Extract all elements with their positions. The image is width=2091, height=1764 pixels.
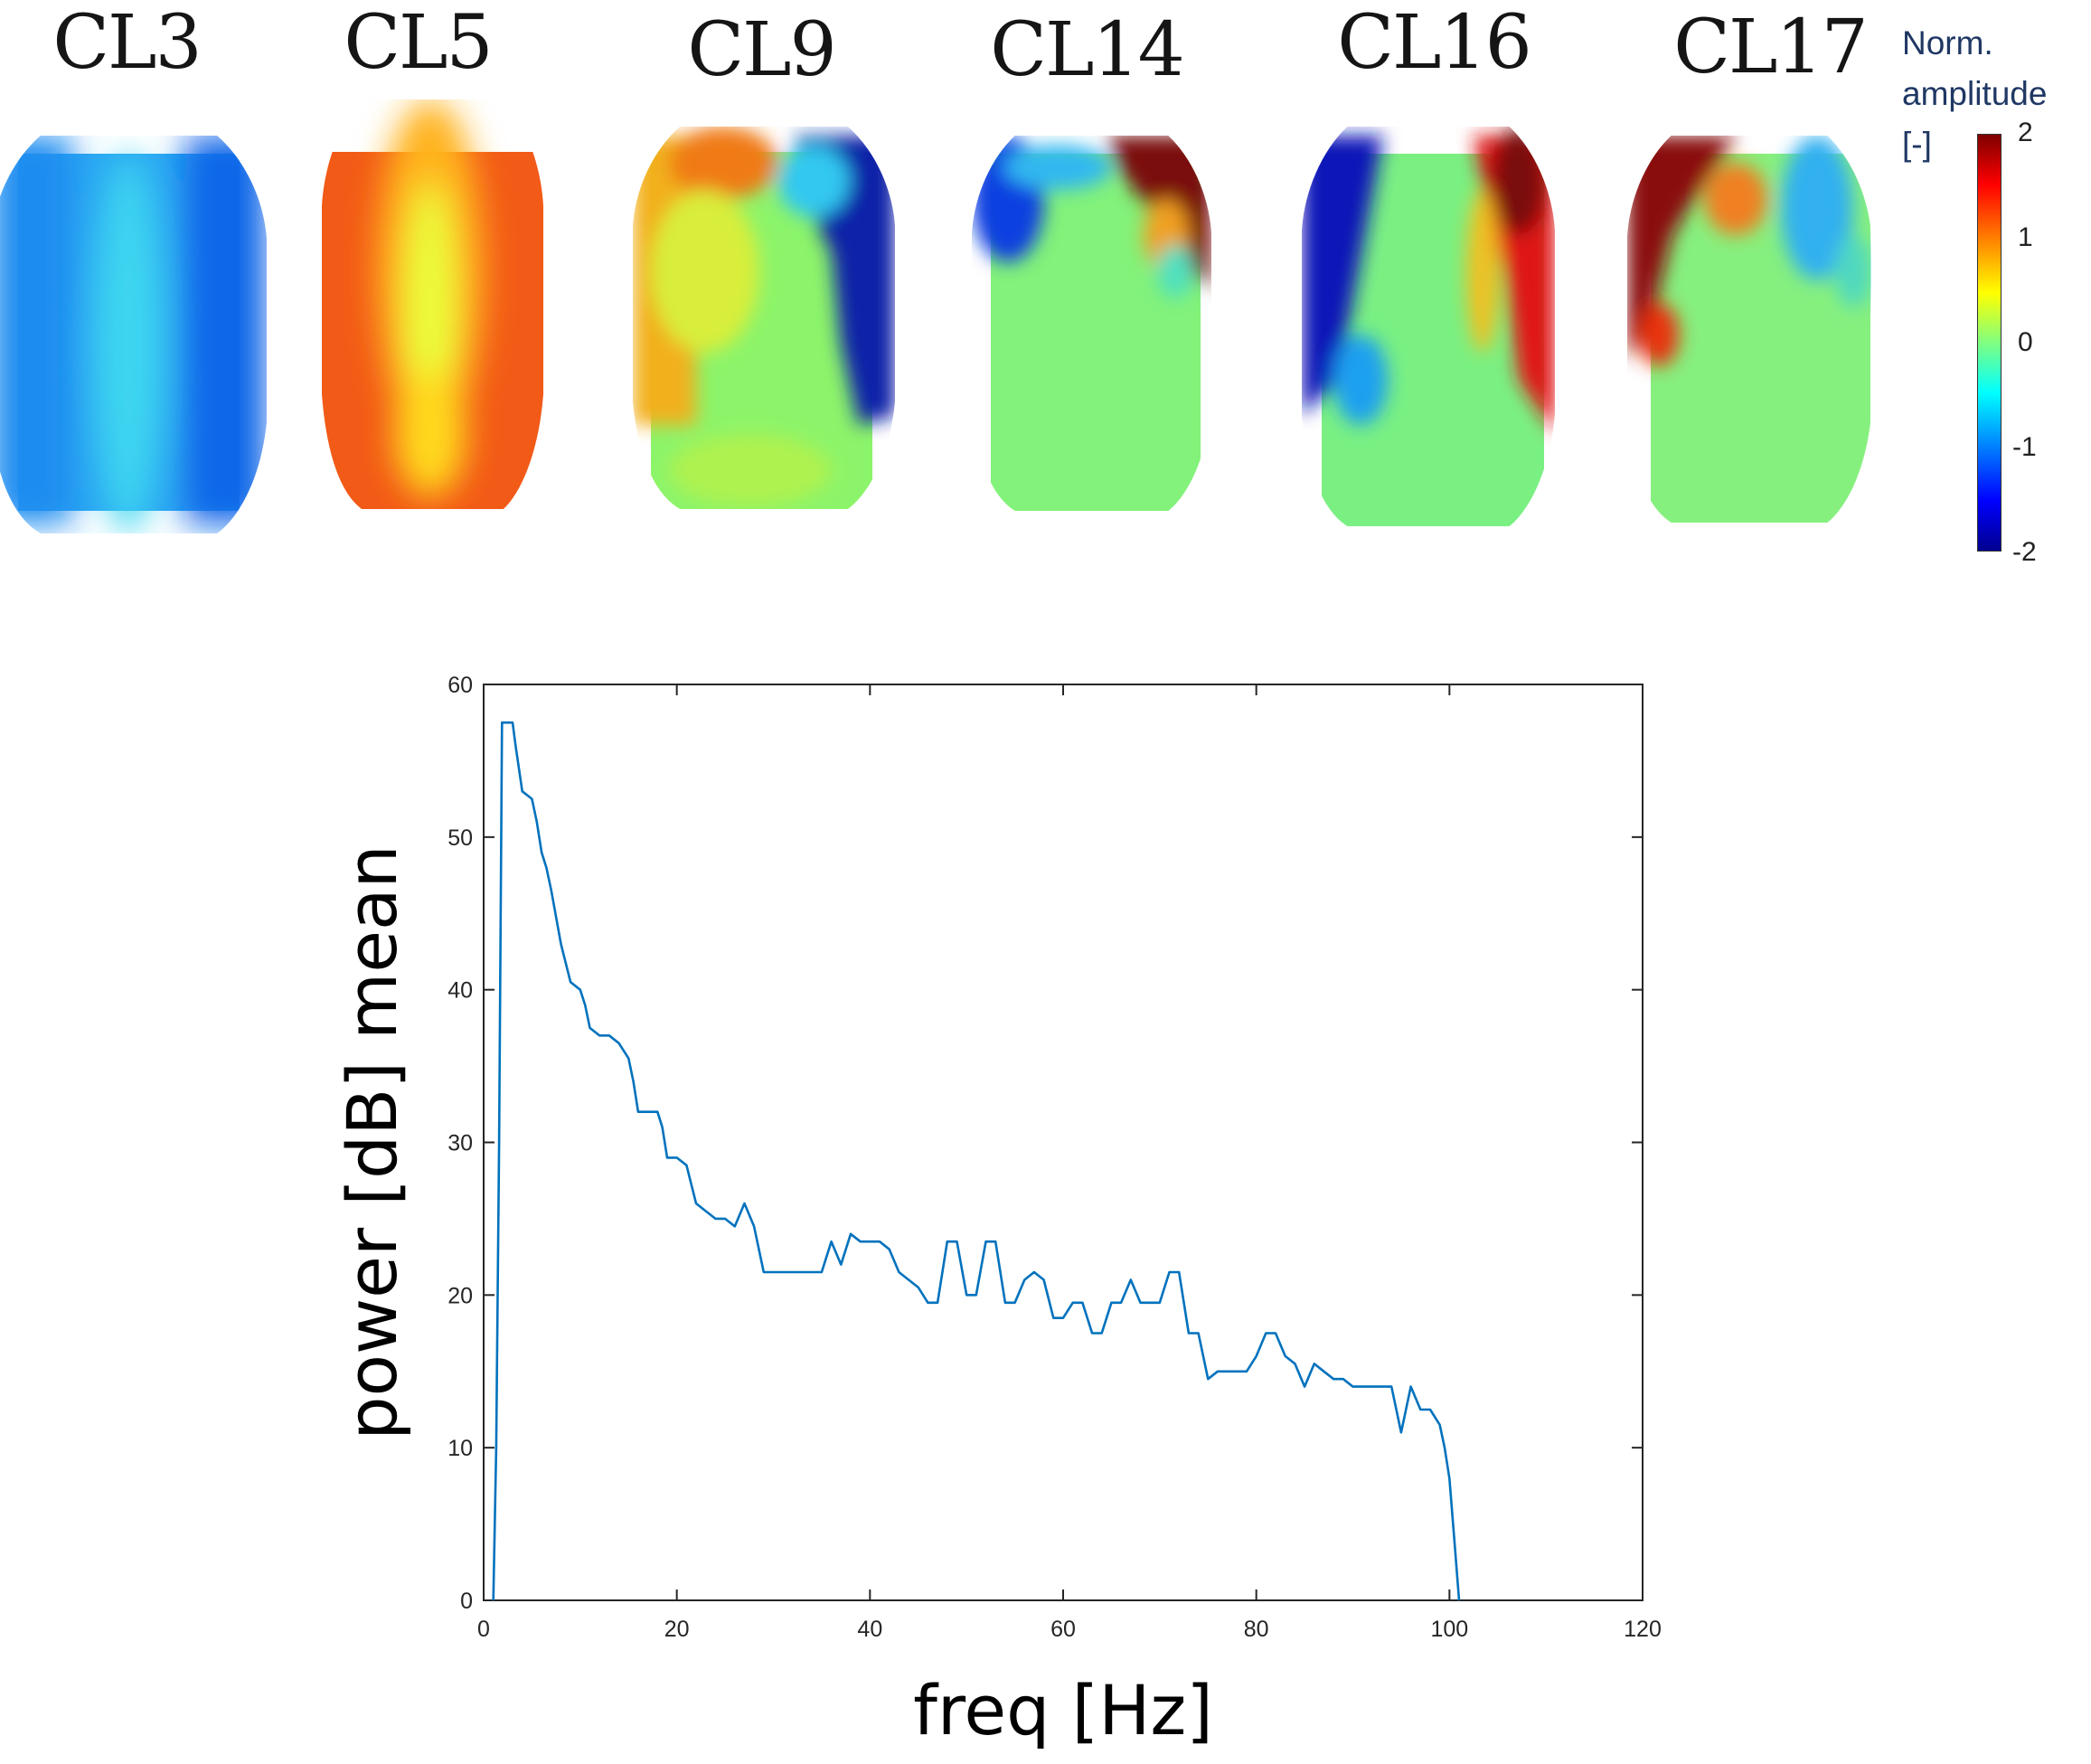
cluster-title-cl14: CL14 bbox=[990, 7, 1185, 93]
topomap-cl17 bbox=[1627, 136, 1871, 523]
colorbar-tick-1: 1 bbox=[2018, 222, 2033, 252]
y-tick-label: 0 bbox=[460, 1589, 473, 1614]
y-tick-label: 20 bbox=[447, 1283, 473, 1308]
y-tick-label: 60 bbox=[447, 673, 473, 698]
colorbar-tick-m1: -1 bbox=[2012, 432, 2037, 462]
topomap-cl16 bbox=[1302, 127, 1555, 526]
cluster-title-cl9: CL9 bbox=[687, 7, 836, 93]
x-axis-label: freq [Hz] bbox=[913, 1670, 1213, 1750]
colorbar-label-line1: Norm. bbox=[1902, 24, 1993, 61]
topomap-cl3 bbox=[0, 136, 267, 533]
y-tick-label: 30 bbox=[447, 1131, 473, 1156]
cluster-title-cl5: CL5 bbox=[344, 0, 493, 86]
y-tick-label: 50 bbox=[447, 825, 473, 851]
colorbar-label-line2: amplitude bbox=[1902, 75, 2048, 112]
x-tick-label: 120 bbox=[1624, 1617, 1662, 1642]
x-tick-label: 60 bbox=[1050, 1617, 1076, 1642]
y-tick-label: 10 bbox=[447, 1436, 473, 1461]
x-tick-label: 80 bbox=[1244, 1617, 1269, 1642]
topomap-cl14 bbox=[972, 136, 1211, 511]
y-tick-label: 40 bbox=[447, 978, 473, 1004]
x-tick-label: 0 bbox=[477, 1617, 490, 1642]
plot-area bbox=[483, 684, 1644, 1601]
cluster-title-cl16: CL16 bbox=[1337, 0, 1532, 86]
topomap-row bbox=[0, 99, 1871, 533]
colorbar-tick-0: 0 bbox=[2018, 327, 2033, 357]
colorbar-label: Norm. amplitude [-] bbox=[1902, 18, 2047, 170]
colorbar bbox=[1977, 134, 2002, 552]
topomap-cl5 bbox=[322, 99, 543, 509]
x-tick-label: 40 bbox=[857, 1617, 882, 1642]
series-line-power bbox=[492, 721, 1461, 1601]
y-axis-label: power [dB] mean bbox=[332, 844, 412, 1439]
topomap-cl9 bbox=[633, 127, 895, 509]
colorbar-tick-2: 2 bbox=[2018, 118, 2033, 147]
cluster-title-cl17: CL17 bbox=[1673, 5, 1869, 90]
colorbar-tick-m2: -2 bbox=[2012, 537, 2037, 567]
cluster-title-cl3: CL3 bbox=[52, 0, 202, 86]
x-tick-label: 100 bbox=[1430, 1617, 1468, 1642]
colorbar-label-line3: [-] bbox=[1902, 126, 1932, 163]
x-tick-label: 20 bbox=[664, 1617, 690, 1642]
